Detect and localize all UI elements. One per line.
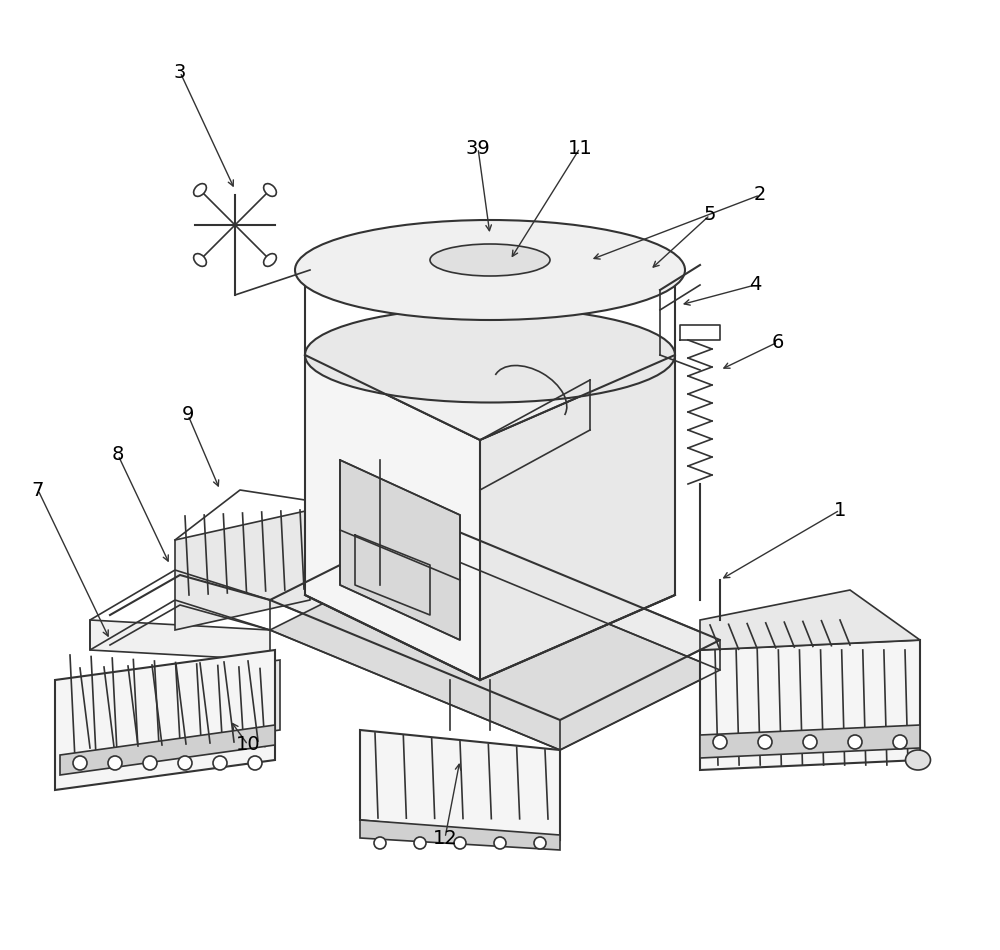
Circle shape <box>248 756 262 770</box>
Polygon shape <box>55 660 280 760</box>
Text: 11: 11 <box>568 139 592 158</box>
Text: 7: 7 <box>32 481 44 500</box>
Circle shape <box>713 735 727 749</box>
Circle shape <box>454 837 466 849</box>
Circle shape <box>414 837 426 849</box>
Circle shape <box>73 756 87 770</box>
Text: 6: 6 <box>772 332 784 352</box>
Circle shape <box>494 837 506 849</box>
Circle shape <box>143 756 157 770</box>
Circle shape <box>758 735 772 749</box>
Ellipse shape <box>295 220 685 320</box>
Text: 39: 39 <box>466 139 490 158</box>
Ellipse shape <box>305 308 675 403</box>
Circle shape <box>213 756 227 770</box>
Text: 5: 5 <box>704 205 716 224</box>
Text: 4: 4 <box>749 276 761 294</box>
Polygon shape <box>270 550 720 750</box>
Polygon shape <box>60 725 275 775</box>
Text: 3: 3 <box>174 63 186 82</box>
Text: 10: 10 <box>236 735 260 754</box>
Text: 2: 2 <box>754 185 766 204</box>
Ellipse shape <box>430 244 550 276</box>
Ellipse shape <box>194 254 206 266</box>
Ellipse shape <box>194 183 206 197</box>
Circle shape <box>178 756 192 770</box>
Polygon shape <box>305 355 480 680</box>
Text: 8: 8 <box>112 446 124 465</box>
Polygon shape <box>360 730 560 840</box>
Polygon shape <box>55 650 275 790</box>
Circle shape <box>848 735 862 749</box>
Text: 1: 1 <box>834 501 846 520</box>
Circle shape <box>893 735 907 749</box>
Polygon shape <box>700 725 920 758</box>
Polygon shape <box>175 510 310 630</box>
Circle shape <box>803 735 817 749</box>
Polygon shape <box>90 620 270 660</box>
Ellipse shape <box>264 183 276 197</box>
Polygon shape <box>305 270 675 440</box>
Polygon shape <box>360 820 560 850</box>
Ellipse shape <box>264 254 276 266</box>
Polygon shape <box>700 640 920 770</box>
Ellipse shape <box>906 750 930 770</box>
Circle shape <box>108 756 122 770</box>
Polygon shape <box>700 590 920 650</box>
Text: 9: 9 <box>182 406 194 425</box>
Circle shape <box>374 837 386 849</box>
Text: 12: 12 <box>433 828 457 847</box>
Polygon shape <box>340 460 460 640</box>
Polygon shape <box>480 355 675 680</box>
Circle shape <box>534 837 546 849</box>
Polygon shape <box>270 520 720 720</box>
